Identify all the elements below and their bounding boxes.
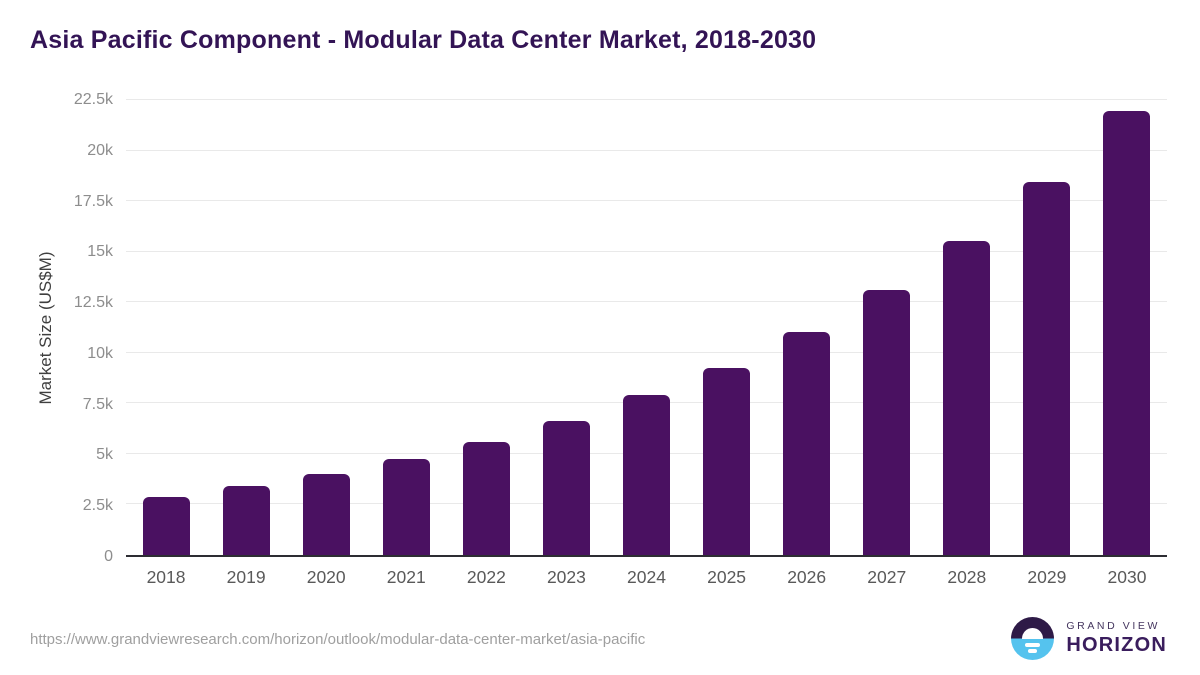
bar-slot-2027 [847,100,927,555]
plot-area [126,99,1167,557]
x-tick-label-2021: 2021 [386,567,426,587]
y-tick-label-5k: 5k [96,446,113,464]
gridline-17.5k [126,200,1167,202]
chart-title: Asia Pacific Component - Modular Data Ce… [30,26,817,54]
x-axis-labels: 2018 2019 2020 2021 2022 2023 2024 2025 2026 2027… [126,567,1167,588]
bar-2021[interactable] [382,458,430,555]
y-tick-label-22.5k: 22.5k [73,91,113,108]
gridline-20k [126,149,1167,151]
y-tick-label-10k: 10k [87,344,113,362]
water-line-1 [1025,643,1041,647]
x-tick-label-2019: 2019 [226,567,266,587]
source-url: https://www.grandviewresearch.com/horizo… [30,631,646,648]
water-line-2 [1028,649,1038,653]
horizon-sun-icon [1011,617,1055,660]
gridline-10k [126,351,1167,353]
x-tick-label-2023: 2023 [546,567,586,587]
bar-2030[interactable] [1103,111,1151,555]
bar-slot-2024 [606,100,686,555]
bars-container [126,100,1167,555]
bar-2029[interactable] [1023,181,1071,555]
bar-2018[interactable] [142,497,190,555]
sun-shape [1022,628,1044,639]
bar-2024[interactable] [623,395,670,555]
bar-2022[interactable] [462,441,510,555]
x-tick-label-2020: 2020 [306,567,346,587]
bar-2023[interactable] [542,420,590,555]
bar-2020[interactable] [302,474,350,555]
bar-slot-2021 [366,100,446,555]
x-tick-label-2018: 2018 [146,567,186,587]
x-tick-label-2025: 2025 [707,567,747,587]
x-tick-label-2026: 2026 [787,567,827,587]
bar-slot-2019 [206,100,286,555]
bar-slot-2028 [927,100,1007,555]
y-tick-label-2.5k: 2.5k [82,497,113,515]
x-tick-label-2027: 2027 [867,567,907,587]
logo-text-horizon: HORIZON [1066,634,1167,656]
grand-view-horizon-logo: GRAND VIEW HORIZON [1011,617,1167,660]
y-tick-label-15k: 15k [87,243,113,261]
bar-slot-2020 [286,100,366,555]
gridline-22.5k [126,99,1167,100]
bar-slot-2023 [526,100,606,555]
bar-2028[interactable] [943,240,991,555]
y-tick-label-0: 0 [104,548,113,565]
logo-text-grand-view: GRAND VIEW [1066,620,1161,632]
bar-slot-2030 [1087,100,1167,555]
logo-text: GRAND VIEW HORIZON [1066,620,1167,657]
x-tick-label-2024: 2024 [627,567,666,587]
bar-2026[interactable] [783,331,831,555]
x-tick-label-2030: 2030 [1107,567,1147,587]
y-tick-label-20k: 20k [87,141,113,159]
bar-slot-2022 [446,100,526,555]
y-tick-label-17.5k: 17.5k [73,192,113,210]
bar-slot-2026 [767,100,847,555]
y-tick-label-12.5k: 12.5k [73,294,113,312]
gridline-12.5k [126,301,1167,303]
bar-slot-2018 [126,100,206,555]
y-axis-tick-labels: 0 2.5k 5k 7.5k 10k 12.5k 15k 17.5k 20k 22.5k [0,91,113,565]
bar-slot-2025 [687,100,767,555]
gridline-15k [126,250,1167,252]
bar-2025[interactable] [703,367,751,555]
x-tick-label-2029: 2029 [1027,567,1067,587]
bar-2019[interactable] [222,486,270,555]
x-tick-label-2022: 2022 [466,567,506,587]
x-tick-label-2028: 2028 [947,567,987,587]
y-tick-label-7.5k: 7.5k [82,395,113,413]
bar-2027[interactable] [863,290,911,555]
bar-slot-2029 [1007,100,1087,555]
